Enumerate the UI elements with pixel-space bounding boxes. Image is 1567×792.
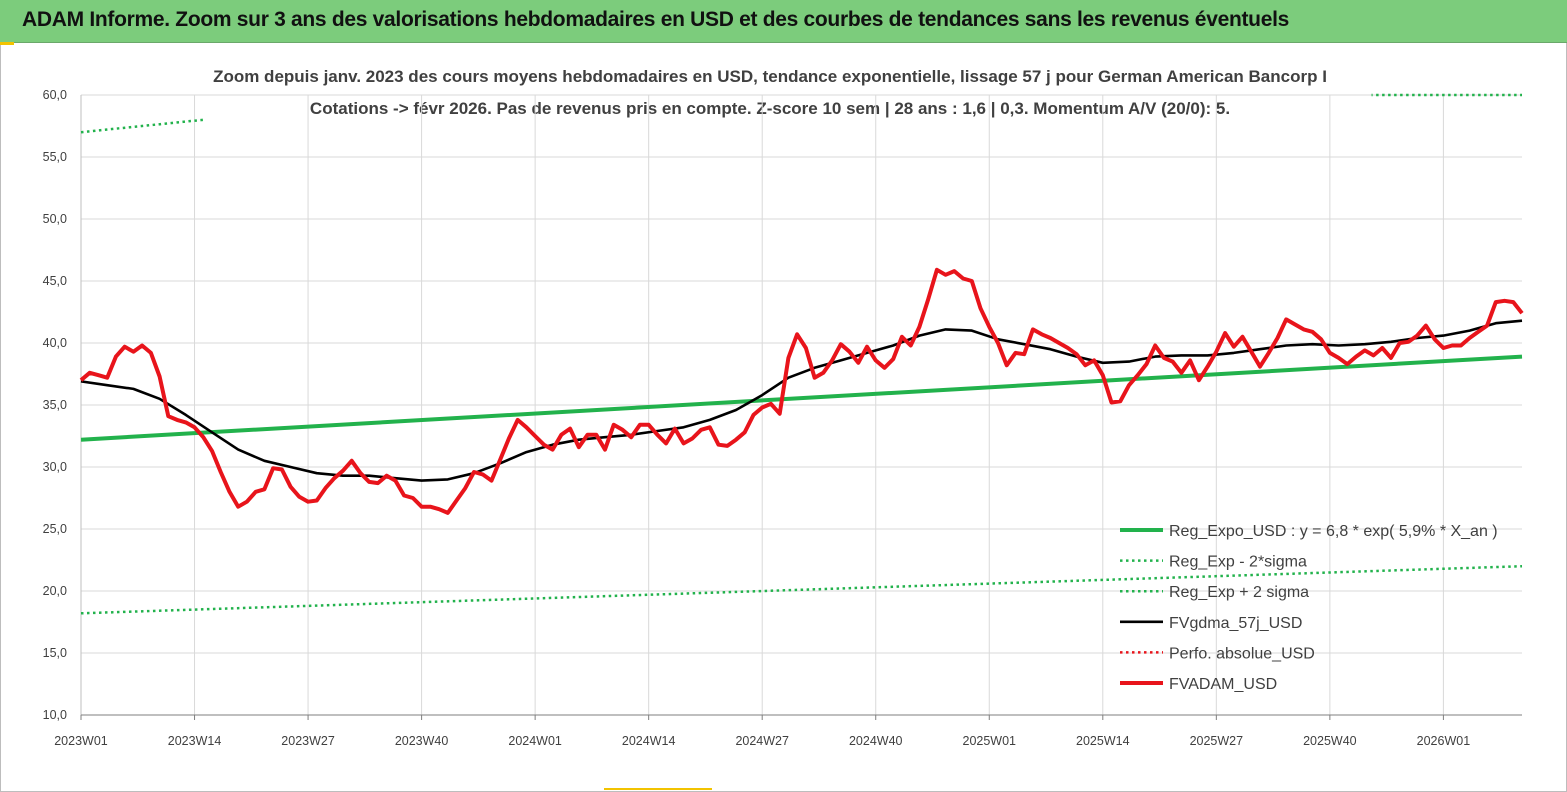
series-line-reg-exp-dotted [80,564,1523,615]
x-tick-label: 2026W01 [1417,734,1471,748]
y-tick-label: 15,0 [43,646,67,660]
series-line-reg-expo-usd [80,354,1523,442]
legend-label: FVADAM_USD [1169,676,1277,693]
accent-bar [604,788,712,790]
x-tick-label: 2023W27 [281,734,335,748]
x-tick-label: 2023W01 [54,734,108,748]
series-line-fvgdma-57j-usd [80,319,1523,482]
y-tick-label: 40,0 [43,336,67,350]
x-tick-label: 2024W14 [622,734,676,748]
y-tick-label: 60,0 [43,88,67,102]
x-tick-label: 2025W14 [1076,734,1130,748]
chart-title: Zoom depuis janv. 2023 des cours moyens … [213,67,1327,86]
x-tick-label: 2023W40 [395,734,449,748]
series-line-fvadam-usd [79,267,1524,515]
x-tick-label: 2025W01 [963,734,1017,748]
chart-subtitle: Cotations -> févr 2026. Pas de revenus p… [309,99,1231,118]
y-tick-label: 25,0 [43,522,67,536]
y-tick-label: 45,0 [43,274,67,288]
series-line-reg-exp-dotted [80,93,1522,134]
report-banner: ADAM Informe. Zoom sur 3 ans des valoris… [0,0,1567,43]
y-tick-label: 20,0 [43,584,67,598]
y-tick-label: 55,0 [43,150,67,164]
report-title: ADAM Informe. Zoom sur 3 ans des valoris… [22,8,1289,31]
x-tick-label: 2024W40 [849,734,903,748]
legend-label: Reg_Exp - 2*sigma [1169,554,1307,571]
accent-mark [0,42,14,45]
legend-label: FVgdma_57j_USD [1169,615,1302,632]
y-tick-label: 50,0 [43,212,67,226]
x-tick-label: 2024W01 [508,734,562,748]
y-tick-label: 10,0 [43,708,67,722]
legend-label: Perfo. absolue_USD [1169,645,1315,662]
x-tick-label: 2025W40 [1303,734,1357,748]
y-tick-label: 30,0 [43,460,67,474]
legend-label: Reg_Expo_USD : y = 6,8 * exp( 5,9% * X_a… [1169,523,1498,540]
x-tick-label: 2023W14 [168,734,222,748]
legend-label: Reg_Exp + 2 sigma [1169,584,1309,601]
x-tick-label: 2025W27 [1190,734,1244,748]
y-tick-label: 35,0 [43,398,67,412]
x-tick-label: 2024W27 [735,734,789,748]
